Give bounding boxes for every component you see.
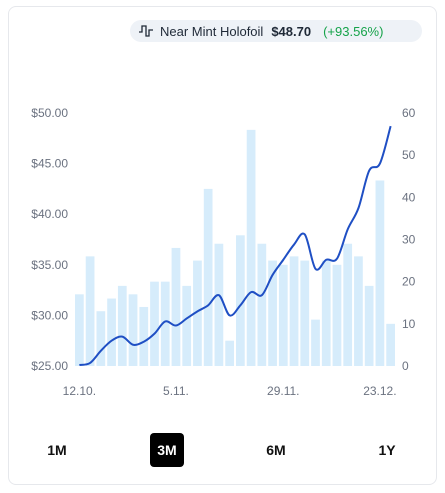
volume-bar (150, 281, 159, 366)
volume-bar (160, 281, 170, 366)
volume-bar (321, 260, 331, 366)
volume-bar (375, 180, 385, 366)
volume-bar (214, 243, 224, 366)
volume-bar (75, 294, 84, 366)
y-right-tick-label: 50 (402, 148, 416, 162)
volume-bar (278, 264, 288, 366)
volume-bar (85, 256, 95, 366)
x-tick-label: 12.10. (63, 384, 96, 398)
y-right-tick-label: 0 (402, 359, 409, 373)
volume-bar (364, 285, 374, 366)
y-left-tick-label: $35.00 (31, 258, 68, 272)
volume-bar (268, 260, 277, 366)
y-left-tick-label: $40.00 (31, 207, 68, 221)
x-tick-label: 5.11. (163, 384, 189, 398)
volume-bar (171, 247, 181, 366)
range-1m-button[interactable]: 1M (47, 442, 67, 458)
range-3m-button[interactable]: 3M (150, 433, 184, 467)
y-right-tick-label: 60 (402, 106, 416, 120)
volume-bar (225, 340, 234, 366)
volume-bar (203, 188, 213, 366)
volume-bar (300, 260, 310, 366)
volume-bar (96, 311, 106, 366)
price-line (79, 125, 392, 366)
legend-price: $48.70 (271, 23, 312, 39)
x-tick-label: 29.11. (267, 384, 299, 398)
volume-bar (386, 323, 395, 366)
y-right-tick-label: 40 (402, 190, 416, 204)
line-chart-icon (138, 24, 154, 38)
price-chart: $50.00 $45.00 $40.00 $35.00 $30.00 $25.00 60 50… (31, 106, 416, 398)
y-right-tick-label: 20 (402, 275, 416, 289)
y-left-tick-label: $25.00 (31, 359, 68, 373)
volume-bar (311, 319, 320, 366)
volume-bar (289, 256, 299, 366)
y-left-tick-label: $45.00 (31, 157, 68, 171)
volume-bar (236, 235, 245, 366)
range-6m-button[interactable]: 6M (266, 442, 286, 458)
y-left-tick-label: $30.00 (31, 308, 68, 322)
time-range-selector: 1M 3M 6M 1Y (0, 433, 445, 469)
range-1y-button[interactable]: 1Y (378, 442, 396, 458)
y-right-tick-label: 30 (402, 233, 416, 247)
volume-bar (354, 256, 363, 366)
y-right-tick-label: 10 (402, 317, 416, 331)
volume-bar (139, 306, 149, 366)
volume-bar (332, 264, 342, 366)
legend-series-name: Near Mint Holofoil (160, 23, 264, 39)
volume-bar (107, 298, 116, 366)
volume-bar (257, 243, 267, 366)
volume-bar (246, 129, 256, 366)
y-left-tick-label: $50.00 (31, 106, 68, 120)
volume-bar (343, 243, 353, 366)
x-tick-label: 23.12. (363, 384, 396, 398)
volume-bar (193, 260, 202, 366)
volume-bar (128, 294, 138, 366)
volume-bar (182, 285, 192, 366)
legend-change: (+93.56%) (323, 23, 384, 39)
legend[interactable]: Near Mint Holofoil $48.70 (+93.56%) (130, 20, 422, 42)
volume-bar (117, 285, 127, 366)
